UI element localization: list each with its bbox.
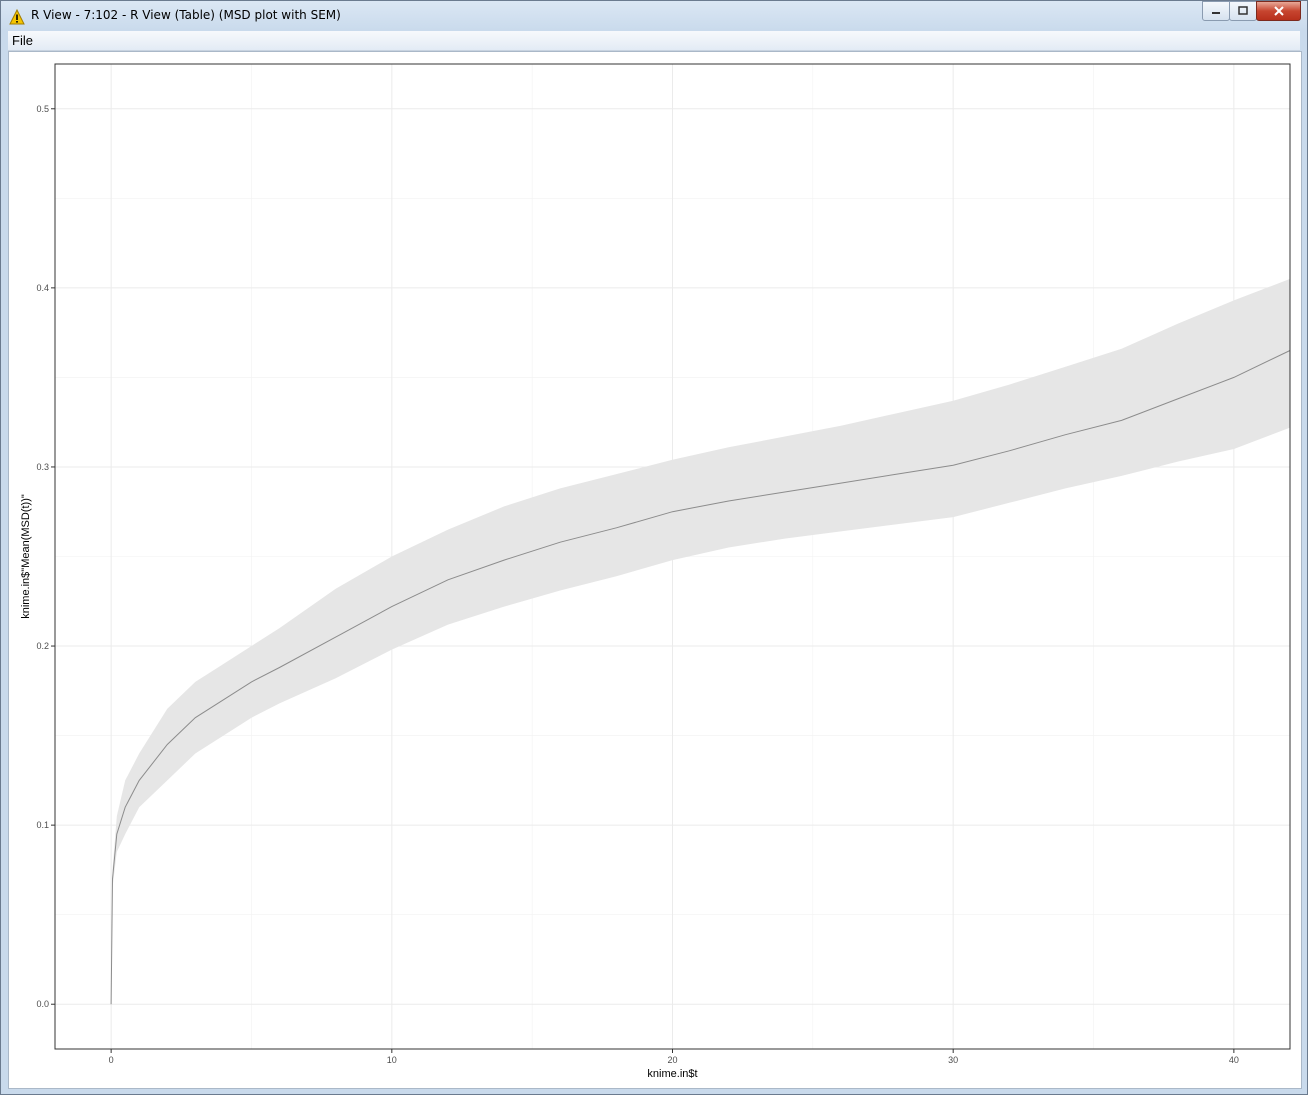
x-axis-title: knime.in$t bbox=[647, 1068, 697, 1080]
plot-area: 0 10 20 30 40 0.0 0.1 0.2 0.3 0.4 0.5 knime.in$t … bbox=[8, 51, 1302, 1089]
x-tick-label: 0 bbox=[109, 1055, 114, 1065]
maximize-icon bbox=[1238, 6, 1248, 15]
y-tick-label: 0.3 bbox=[36, 462, 49, 472]
y-axis-title: knime.in$"Mean(MSD(t))" bbox=[20, 494, 32, 619]
close-icon bbox=[1273, 6, 1284, 16]
y-axis: 0.0 0.1 0.2 0.3 0.4 0.5 bbox=[36, 104, 55, 1009]
y-tick-label: 0.2 bbox=[36, 641, 49, 651]
x-tick-label: 10 bbox=[387, 1055, 397, 1065]
warning-icon bbox=[9, 9, 25, 25]
x-tick-label: 40 bbox=[1229, 1055, 1239, 1065]
window-title: R View - 7:102 - R View (Table) (MSD plo… bbox=[31, 8, 341, 22]
minimize-icon bbox=[1212, 12, 1220, 14]
maximize-button[interactable] bbox=[1229, 1, 1257, 21]
x-tick-label: 20 bbox=[667, 1055, 677, 1065]
y-tick-label: 0.1 bbox=[36, 820, 49, 830]
title-bar[interactable]: R View - 7:102 - R View (Table) (MSD plo… bbox=[1, 1, 1307, 31]
sem-ribbon bbox=[111, 278, 1291, 1005]
window-controls bbox=[1202, 1, 1301, 21]
msd-plot: 0 10 20 30 40 0.00.10.20.30.40.5 knime.in$t … bbox=[20, 63, 1291, 1080]
y-tick-label: 0.0 bbox=[36, 999, 49, 1009]
y-tick-label: 0.5 bbox=[36, 104, 49, 114]
mean-msd-line bbox=[110, 350, 1291, 1005]
x-axis: 0 10 20 30 40 bbox=[109, 1049, 1239, 1065]
x-tick-label: 30 bbox=[948, 1055, 958, 1065]
menu-file[interactable]: File bbox=[12, 33, 33, 48]
minimize-button[interactable] bbox=[1202, 1, 1230, 21]
close-button[interactable] bbox=[1256, 1, 1301, 21]
y-tick-label: 0.4 bbox=[36, 283, 49, 293]
menu-bar: File bbox=[8, 31, 1300, 51]
